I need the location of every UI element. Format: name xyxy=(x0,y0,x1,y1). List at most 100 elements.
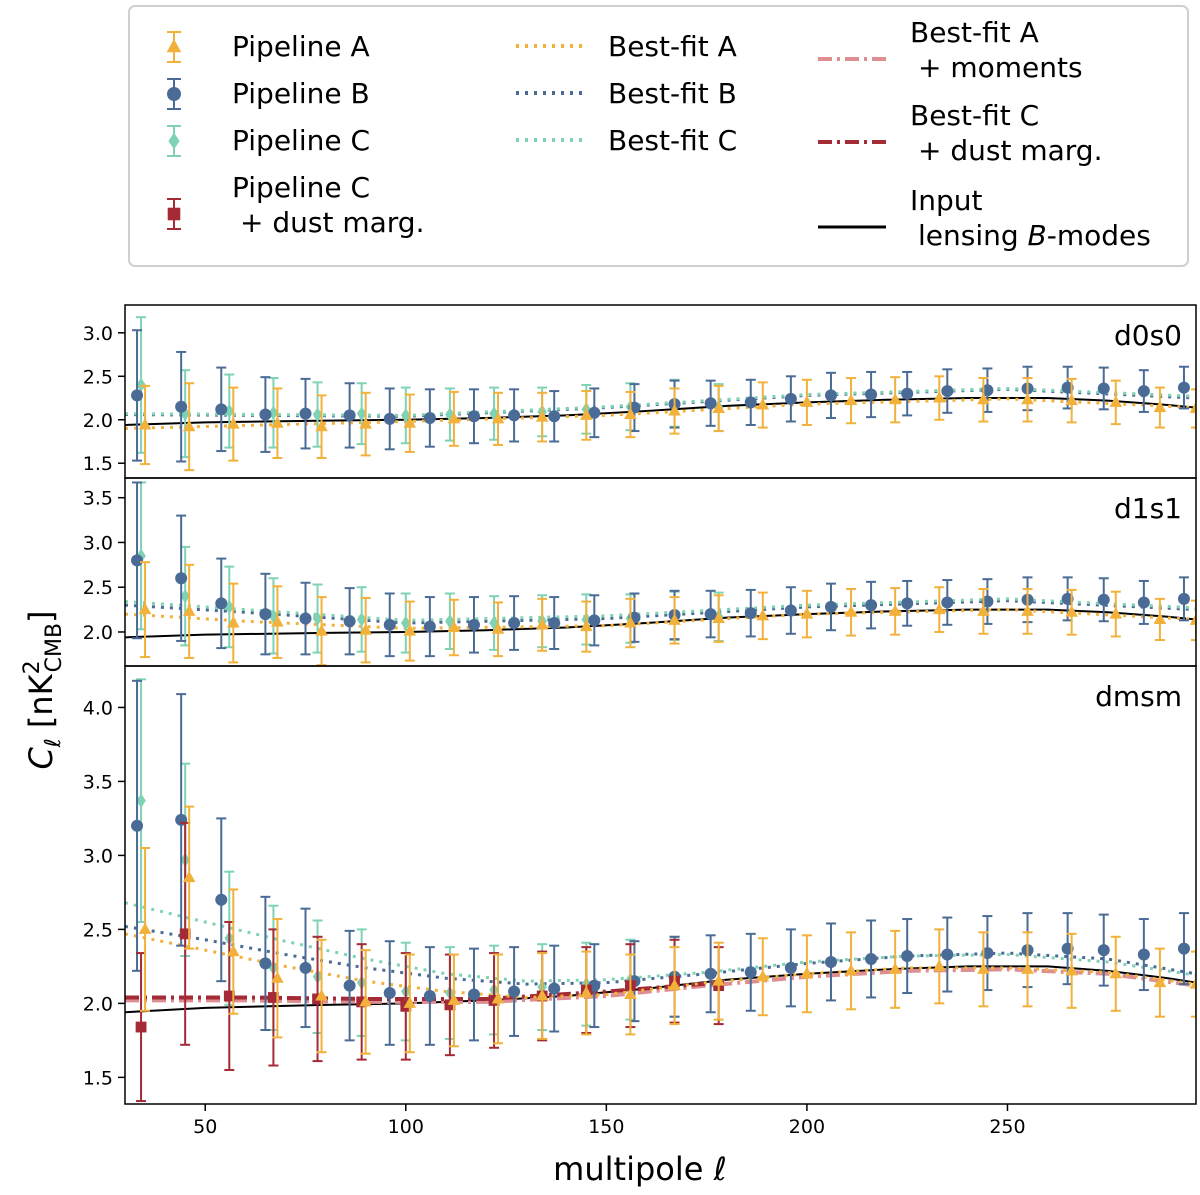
legend-item-pipeline-c: Pipeline C xyxy=(167,124,370,157)
panel-content xyxy=(125,316,1196,472)
data-point xyxy=(668,404,681,416)
legend-marker-square xyxy=(167,207,181,221)
data-point xyxy=(445,614,455,629)
y-tick-label: 3.0 xyxy=(83,845,113,867)
data-point xyxy=(223,990,235,1002)
error-bar xyxy=(1191,599,1196,642)
curve-best-fit-c xyxy=(125,901,1196,983)
y-tick-label: 2.5 xyxy=(83,366,113,388)
data-point xyxy=(227,417,240,429)
data-point xyxy=(359,623,372,635)
data-point xyxy=(403,996,417,1008)
curve-best-fit-a-moments xyxy=(125,967,1196,1004)
data-point xyxy=(941,596,954,609)
data-point xyxy=(312,611,323,626)
data-point xyxy=(588,614,601,627)
x-tick-label: 250 xyxy=(989,1116,1025,1138)
legend-item-best-fit-a: Best-fit A xyxy=(516,30,737,63)
data-point xyxy=(447,993,461,1005)
data-point xyxy=(138,418,152,430)
data-point xyxy=(704,967,717,980)
data-point xyxy=(312,407,323,422)
legend-marker-triangle xyxy=(166,38,182,53)
data-point xyxy=(1189,977,1196,989)
panel-d1s1: 2.0 2.5 3.0 3.5 d1s1 xyxy=(83,477,1197,667)
legend-item-pipeline-c-dust: Pipeline C + dust marg. xyxy=(167,171,424,239)
data-point xyxy=(299,961,312,974)
data-point xyxy=(423,620,436,633)
data-point xyxy=(224,599,235,615)
data-point xyxy=(888,604,902,616)
data-point xyxy=(215,893,228,906)
curve-best-fit-b xyxy=(125,924,1196,986)
data-point xyxy=(315,624,328,636)
y-axis-label-symbol: C xyxy=(22,747,60,770)
data-point xyxy=(865,388,878,401)
y-tick-label: 3.5 xyxy=(83,488,113,510)
data-point xyxy=(548,617,561,630)
data-point xyxy=(800,395,814,407)
data-point xyxy=(356,612,367,627)
data-point xyxy=(712,974,725,986)
data-point xyxy=(1065,605,1078,617)
legend-label-line: Pipeline B xyxy=(232,77,370,110)
x-tick-label: 50 xyxy=(193,1116,217,1138)
x-axis-label-text: multipole xyxy=(553,1150,713,1188)
data-point xyxy=(1153,400,1167,413)
y-tick-label: 4.0 xyxy=(83,697,113,719)
series-pipeline-a xyxy=(138,561,1196,666)
legend-label-line: Pipeline C xyxy=(232,171,370,204)
data-point xyxy=(343,409,356,422)
data-point xyxy=(535,989,549,1001)
panel-label: d1s1 xyxy=(1114,492,1182,525)
panel-content xyxy=(125,481,1196,666)
data-point xyxy=(400,615,411,631)
data-point xyxy=(941,948,954,961)
data-point xyxy=(131,554,144,567)
y-axis-label-sub2: CMB xyxy=(42,623,67,672)
data-point xyxy=(227,944,240,957)
curve-best-fit-b xyxy=(125,387,1196,418)
data-point xyxy=(1021,392,1034,405)
legend-label-pipeline-b: Pipeline B xyxy=(232,77,370,110)
legend-label-pipeline-a: Pipeline A xyxy=(232,30,370,63)
data-point xyxy=(1137,596,1150,609)
data-point xyxy=(491,411,505,424)
data-point xyxy=(548,410,561,423)
y-axis-label-close: ] xyxy=(22,610,60,622)
data-point xyxy=(624,987,637,999)
series-pipeline-b xyxy=(131,481,1190,658)
y-tick-label: 1.5 xyxy=(83,453,113,475)
data-point xyxy=(491,622,505,634)
data-point xyxy=(535,410,549,422)
data-point xyxy=(1137,948,1150,961)
data-point xyxy=(704,397,717,410)
legend-label-line: + dust marg. xyxy=(918,134,1102,167)
data-point xyxy=(932,391,946,403)
legend-label-line: Input xyxy=(910,184,983,217)
legend-item-input: Input lensing B-modes xyxy=(818,184,1151,252)
data-point xyxy=(179,928,191,940)
data-point xyxy=(271,971,284,983)
legend-item-pipeline-a: Pipeline A xyxy=(166,30,370,63)
data-point xyxy=(1097,944,1110,957)
data-point xyxy=(756,398,770,410)
legend-label-italic: B xyxy=(1028,219,1047,252)
panel-frame xyxy=(124,665,1197,1105)
legend-label-pipeline-c-dust: Pipeline C + dust marg. xyxy=(232,171,424,239)
error-bar xyxy=(1191,388,1196,429)
data-point xyxy=(131,819,144,832)
data-point xyxy=(844,963,858,976)
data-point xyxy=(359,994,372,1007)
y-tick-label: 1.5 xyxy=(83,1067,113,1089)
data-point xyxy=(423,412,436,425)
y-axis-label-sup: 2 xyxy=(20,660,45,674)
data-point xyxy=(579,986,593,998)
series-pipeline-a xyxy=(138,375,1196,472)
data-point xyxy=(784,604,797,617)
legend-label-line: Best-fit A xyxy=(910,16,1039,49)
data-point xyxy=(131,389,144,402)
data-point xyxy=(784,961,797,974)
data-point xyxy=(383,412,396,425)
x-axis-label: multipole ℓ xyxy=(553,1150,727,1188)
